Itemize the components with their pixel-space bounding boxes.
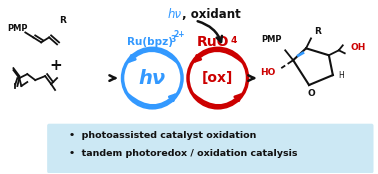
Text: OH: OH [351,43,366,52]
Text: PMP: PMP [261,35,282,44]
Circle shape [188,48,248,108]
FancyBboxPatch shape [47,124,373,173]
Text: +: + [50,58,62,73]
Circle shape [122,48,182,108]
Text: 4: 4 [231,36,237,45]
Text: HO: HO [260,68,275,77]
Text: R: R [59,16,66,25]
Text: •  tandem photoredox / oxidation catalysis: • tandem photoredox / oxidation catalysi… [69,149,297,158]
Text: Ru(bpz): Ru(bpz) [127,37,173,47]
Text: RuO: RuO [197,35,229,49]
Text: PMP: PMP [7,24,28,33]
Text: [ox]: [ox] [202,71,234,85]
Text: 2+: 2+ [173,30,184,39]
Text: hν: hν [168,8,182,21]
Text: O: O [307,89,315,98]
Text: , oxidant: , oxidant [182,8,241,21]
Text: H: H [338,71,344,80]
Text: •  photoassisted catalyst oxidation: • photoassisted catalyst oxidation [69,131,256,140]
Text: 3: 3 [170,35,175,44]
Text: hν: hν [139,69,166,88]
Text: R: R [314,27,321,36]
